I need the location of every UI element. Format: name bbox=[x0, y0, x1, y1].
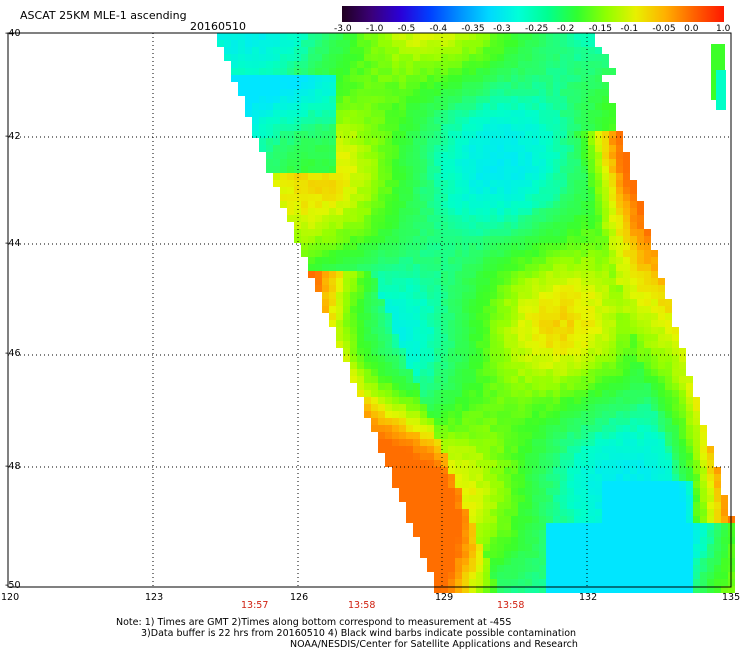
colorbar-label: -0.05 bbox=[652, 24, 676, 34]
colorbar-label: -0.4 bbox=[429, 24, 448, 34]
lon-tick-label: 132 bbox=[579, 592, 598, 603]
colorbar-label: 0.0 bbox=[684, 24, 699, 34]
note-line-3: NOAA/NESDIS/Center for Satellite Applica… bbox=[290, 639, 578, 650]
colorbar-label: -0.3 bbox=[493, 24, 511, 34]
note-line-2: 3)Data buffer is 22 hrs from 20160510 4)… bbox=[141, 628, 577, 639]
measurement-time: 13:57 bbox=[241, 600, 269, 611]
lat-tick-label: -44 bbox=[5, 238, 21, 249]
note-line-1: Note: 1) Times are GMT 2)Times along bot… bbox=[116, 617, 512, 628]
lat-tick-label: -46 bbox=[5, 348, 21, 359]
colorbar-gradient bbox=[342, 6, 724, 22]
map-frame bbox=[7, 32, 732, 588]
lon-tick-label: 126 bbox=[290, 592, 309, 603]
colorbar-label: -0.1 bbox=[620, 24, 639, 34]
colorbar-label: 1.0 bbox=[716, 24, 731, 34]
measurement-time: 13:58 bbox=[348, 600, 376, 611]
wind-swath bbox=[217, 33, 735, 593]
lat-tick-label: -42 bbox=[5, 131, 21, 142]
colorbar-fill bbox=[342, 6, 724, 22]
product-date: 20160510 bbox=[190, 20, 246, 33]
lon-tick-label: 120 bbox=[1, 592, 20, 603]
lon-tick-label: 123 bbox=[145, 592, 164, 603]
colorbar-label: -0.5 bbox=[397, 24, 416, 34]
colorbar bbox=[342, 6, 724, 22]
colorbar-label: -1.0 bbox=[365, 24, 384, 34]
colorbar-label: -0.2 bbox=[556, 24, 575, 34]
colorbar-label: -0.15 bbox=[588, 24, 612, 34]
lon-tick-label: 129 bbox=[435, 592, 454, 603]
lat-tick-label: -48 bbox=[5, 461, 21, 472]
measurement-time: 13:58 bbox=[497, 600, 525, 611]
lat-tick-label: -40 bbox=[5, 28, 21, 39]
product-title: ASCAT 25KM MLE-1 ascending bbox=[20, 9, 187, 22]
colorbar-label: -0.35 bbox=[461, 24, 485, 34]
colorbar-label: -0.25 bbox=[525, 24, 549, 34]
lat-tick-label: -50 bbox=[5, 580, 21, 591]
lat-lon-grid bbox=[8, 33, 731, 587]
colorbar-label: -3.0 bbox=[334, 24, 352, 34]
lon-tick-label: 135 bbox=[722, 592, 740, 603]
